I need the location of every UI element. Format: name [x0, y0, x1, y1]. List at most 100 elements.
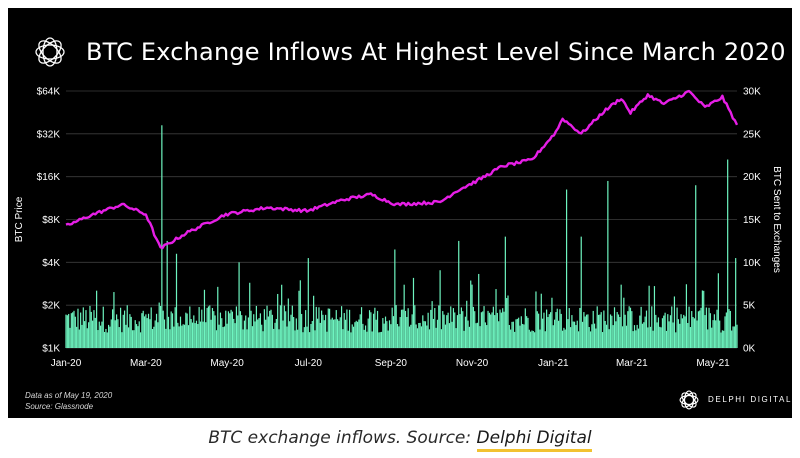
- inflow-bar: [378, 332, 380, 348]
- inflow-bar: [218, 324, 220, 348]
- inflow-bar: [627, 311, 629, 348]
- inflow-bar: [108, 324, 110, 348]
- inflow-bar: [309, 332, 311, 348]
- inflow-bar: [487, 310, 489, 348]
- inflow-bar: [664, 312, 666, 348]
- inflow-bar: [680, 314, 682, 348]
- inflow-bar: [121, 332, 123, 348]
- inflow-bar: [141, 313, 143, 348]
- inflow-bar: [261, 324, 263, 348]
- inflow-bar: [335, 310, 337, 348]
- inflow-bar: [436, 319, 439, 348]
- y-left-tick-label: $2K: [42, 301, 60, 312]
- inflow-bar: [492, 306, 494, 348]
- inflow-bar: [355, 320, 357, 348]
- inflow-bar: [305, 310, 307, 348]
- inflow-bar: [69, 327, 71, 348]
- brand-name: DELPHI DIGITAL: [708, 395, 792, 404]
- inflow-bar: [327, 308, 329, 348]
- inflow-bar: [607, 180, 609, 348]
- inflow-bar: [411, 314, 413, 348]
- inflow-bar: [683, 314, 685, 348]
- inflow-bar: [628, 306, 630, 348]
- inflow-bar: [599, 314, 601, 348]
- inflow-bar: [317, 318, 319, 348]
- inflow-bar: [403, 284, 405, 348]
- inflow-bar: [532, 330, 534, 348]
- inflow-bar: [641, 323, 644, 348]
- inflow-bar: [119, 307, 122, 348]
- inflow-bar: [90, 311, 92, 348]
- inflow-bar: [474, 311, 476, 348]
- inflow-bar: [568, 308, 570, 348]
- inflow-bar: [65, 314, 67, 348]
- inflow-bar: [281, 284, 283, 348]
- inflow-bar: [476, 322, 478, 348]
- inflow-bar: [567, 319, 569, 348]
- inflow-bar: [727, 159, 729, 348]
- inflow-bar: [448, 323, 451, 348]
- inflow-bar: [219, 312, 222, 348]
- inflow-bar: [161, 125, 163, 349]
- inflow-bar: [290, 314, 292, 348]
- inflow-bar: [94, 317, 96, 348]
- inflow-bar: [199, 321, 202, 348]
- inflow-bar: [673, 296, 676, 348]
- inflow-bar: [310, 324, 312, 348]
- inflow-bar: [623, 297, 625, 348]
- inflow-bar: [592, 310, 594, 348]
- inflow-bar: [649, 326, 652, 348]
- x-tick-label: Mar-20: [130, 358, 162, 368]
- inflow-bar: [255, 305, 257, 348]
- inflow-bar: [303, 327, 305, 348]
- inflow-bar: [693, 318, 695, 348]
- inflow-bar: [340, 306, 343, 348]
- inflow-bar: [547, 317, 549, 348]
- inflow-bar: [600, 312, 602, 348]
- inflow-bar: [194, 323, 196, 348]
- inflow-bar: [245, 315, 247, 348]
- inflow-bar: [384, 316, 387, 348]
- inflow-bar: [631, 311, 633, 348]
- footnote-date: Data as of May 19, 2020: [25, 391, 113, 400]
- inflow-bar: [100, 325, 102, 348]
- inflow-bar: [720, 332, 722, 348]
- inflow-bar: [432, 318, 435, 348]
- inflow-bar: [247, 317, 249, 348]
- caption-source-link[interactable]: Delphi Digital: [476, 428, 592, 452]
- inflow-bar: [438, 305, 440, 348]
- inflow-bar: [539, 329, 541, 348]
- inflow-bar: [491, 312, 493, 348]
- inflow-bar: [620, 284, 622, 348]
- inflow-bar: [318, 307, 320, 348]
- y-left-tick-label: $1K: [42, 344, 60, 355]
- inflow-bar: [189, 306, 191, 348]
- inflow-bar: [266, 305, 268, 348]
- inflow-bar: [458, 240, 460, 348]
- inflow-bar: [472, 306, 474, 348]
- inflow-bar: [73, 310, 75, 348]
- inflow-bar: [707, 329, 709, 348]
- inflow-bar: [222, 327, 224, 348]
- inflow-bar: [233, 318, 235, 348]
- inflow-bar: [183, 324, 186, 348]
- y-right-tick-label: 25K: [743, 129, 761, 140]
- inflow-bar: [173, 326, 175, 348]
- inflow-bar: [360, 307, 363, 348]
- inflow-bar: [482, 311, 484, 348]
- inflow-bar: [629, 307, 632, 348]
- inflow-bar: [301, 313, 303, 348]
- inflow-bar: [655, 314, 657, 348]
- inflow-bar: [165, 328, 167, 348]
- inflow-bar: [657, 317, 660, 348]
- inflow-bar: [696, 320, 698, 348]
- inflow-bar: [504, 236, 506, 348]
- inflow-bar: [703, 290, 705, 348]
- inflow-bar: [399, 317, 401, 348]
- inflow-bar: [167, 316, 170, 348]
- inflow-bar: [704, 315, 706, 348]
- inflow-bar: [346, 309, 348, 348]
- inflow-bar: [625, 325, 628, 348]
- inflow-bar: [519, 325, 521, 348]
- inflow-bar: [139, 332, 142, 348]
